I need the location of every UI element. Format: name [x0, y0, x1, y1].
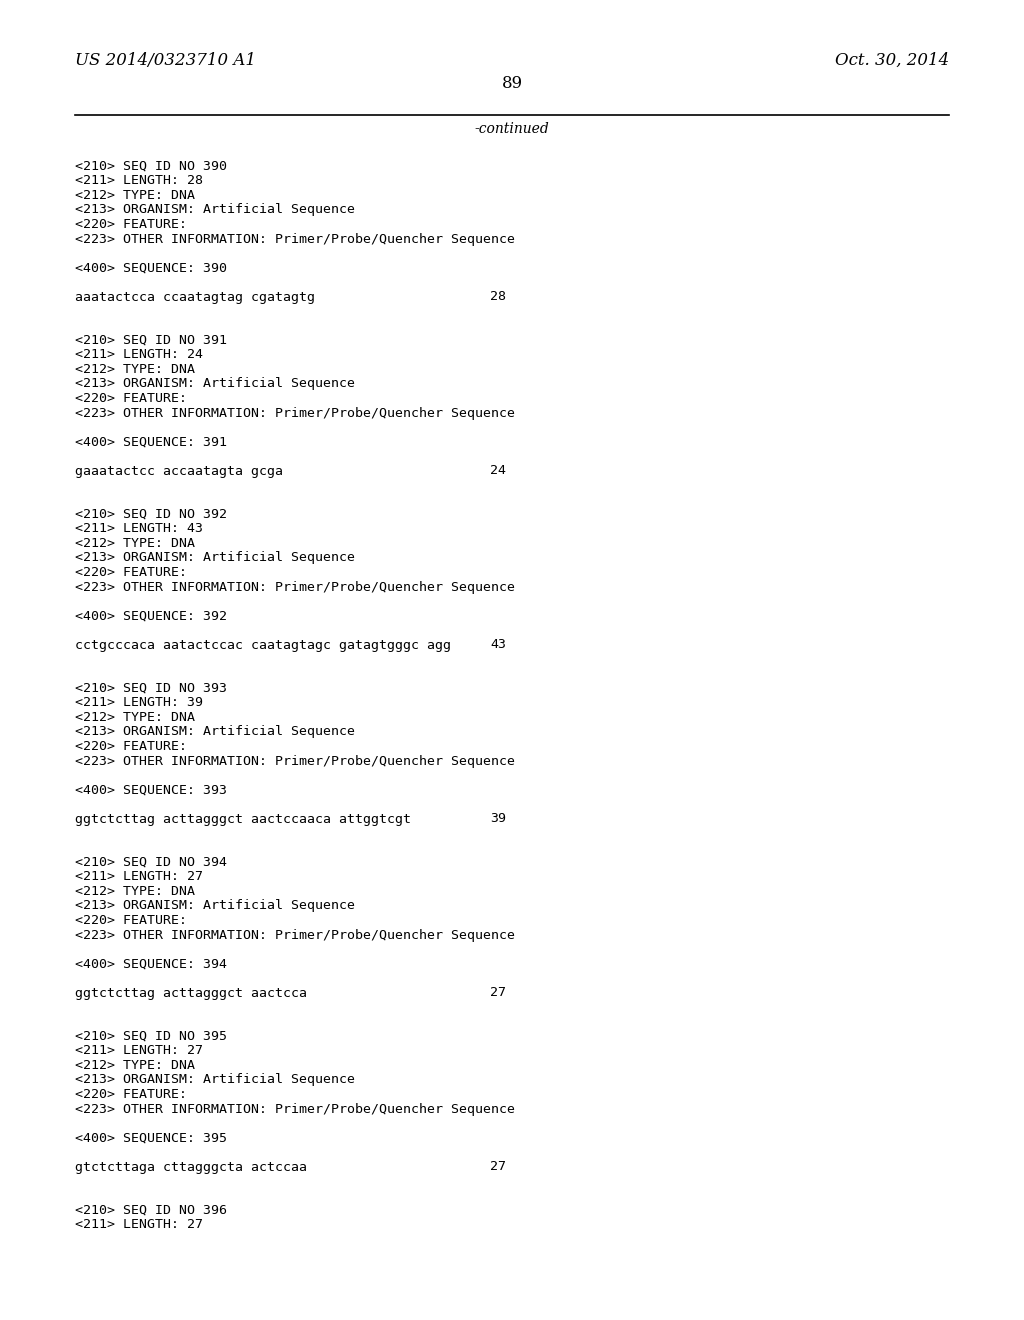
Text: <220> FEATURE:: <220> FEATURE:	[75, 392, 187, 405]
Text: <223> OTHER INFORMATION: Primer/Probe/Quencher Sequence: <223> OTHER INFORMATION: Primer/Probe/Qu…	[75, 232, 515, 246]
Text: <210> SEQ ID NO 394: <210> SEQ ID NO 394	[75, 855, 227, 869]
Text: <220> FEATURE:: <220> FEATURE:	[75, 1088, 187, 1101]
Text: ggtctcttag acttagggct aactccaaca attggtcgt: ggtctcttag acttagggct aactccaaca attggtc…	[75, 813, 411, 825]
Text: <400> SEQUENCE: 393: <400> SEQUENCE: 393	[75, 784, 227, 796]
Text: <400> SEQUENCE: 390: <400> SEQUENCE: 390	[75, 261, 227, 275]
Text: <213> ORGANISM: Artificial Sequence: <213> ORGANISM: Artificial Sequence	[75, 378, 355, 391]
Text: <210> SEQ ID NO 391: <210> SEQ ID NO 391	[75, 334, 227, 347]
Text: <223> OTHER INFORMATION: Primer/Probe/Quencher Sequence: <223> OTHER INFORMATION: Primer/Probe/Qu…	[75, 928, 515, 941]
Text: <212> TYPE: DNA: <212> TYPE: DNA	[75, 1059, 195, 1072]
Text: <211> LENGTH: 28: <211> LENGTH: 28	[75, 174, 203, 187]
Text: gaaatactcc accaatagta gcga: gaaatactcc accaatagta gcga	[75, 465, 283, 478]
Text: <210> SEQ ID NO 395: <210> SEQ ID NO 395	[75, 1030, 227, 1043]
Text: <220> FEATURE:: <220> FEATURE:	[75, 913, 187, 927]
Text: <400> SEQUENCE: 391: <400> SEQUENCE: 391	[75, 436, 227, 449]
Text: <210> SEQ ID NO 396: <210> SEQ ID NO 396	[75, 1204, 227, 1217]
Text: <220> FEATURE:: <220> FEATURE:	[75, 566, 187, 579]
Text: <211> LENGTH: 27: <211> LENGTH: 27	[75, 870, 203, 883]
Text: <223> OTHER INFORMATION: Primer/Probe/Quencher Sequence: <223> OTHER INFORMATION: Primer/Probe/Qu…	[75, 755, 515, 767]
Text: <211> LENGTH: 27: <211> LENGTH: 27	[75, 1044, 203, 1057]
Text: 39: 39	[490, 813, 506, 825]
Text: <211> LENGTH: 39: <211> LENGTH: 39	[75, 697, 203, 710]
Text: <212> TYPE: DNA: <212> TYPE: DNA	[75, 189, 195, 202]
Text: -continued: -continued	[475, 121, 549, 136]
Text: <210> SEQ ID NO 390: <210> SEQ ID NO 390	[75, 160, 227, 173]
Text: 89: 89	[502, 75, 522, 92]
Text: <212> TYPE: DNA: <212> TYPE: DNA	[75, 884, 195, 898]
Text: 24: 24	[490, 465, 506, 478]
Text: <210> SEQ ID NO 393: <210> SEQ ID NO 393	[75, 682, 227, 696]
Text: gtctcttaga cttagggcta actccaa: gtctcttaga cttagggcta actccaa	[75, 1160, 307, 1173]
Text: <212> TYPE: DNA: <212> TYPE: DNA	[75, 363, 195, 376]
Text: <211> LENGTH: 27: <211> LENGTH: 27	[75, 1218, 203, 1232]
Text: <212> TYPE: DNA: <212> TYPE: DNA	[75, 711, 195, 723]
Text: <223> OTHER INFORMATION: Primer/Probe/Quencher Sequence: <223> OTHER INFORMATION: Primer/Probe/Qu…	[75, 1102, 515, 1115]
Text: <213> ORGANISM: Artificial Sequence: <213> ORGANISM: Artificial Sequence	[75, 1073, 355, 1086]
Text: <400> SEQUENCE: 394: <400> SEQUENCE: 394	[75, 957, 227, 970]
Text: <223> OTHER INFORMATION: Primer/Probe/Quencher Sequence: <223> OTHER INFORMATION: Primer/Probe/Qu…	[75, 581, 515, 594]
Text: <211> LENGTH: 43: <211> LENGTH: 43	[75, 523, 203, 536]
Text: <223> OTHER INFORMATION: Primer/Probe/Quencher Sequence: <223> OTHER INFORMATION: Primer/Probe/Qu…	[75, 407, 515, 420]
Text: <213> ORGANISM: Artificial Sequence: <213> ORGANISM: Artificial Sequence	[75, 726, 355, 738]
Text: <220> FEATURE:: <220> FEATURE:	[75, 741, 187, 752]
Text: aaatactcca ccaatagtag cgatagtg: aaatactcca ccaatagtag cgatagtg	[75, 290, 315, 304]
Text: <212> TYPE: DNA: <212> TYPE: DNA	[75, 537, 195, 550]
Text: <400> SEQUENCE: 395: <400> SEQUENCE: 395	[75, 1131, 227, 1144]
Text: Oct. 30, 2014: Oct. 30, 2014	[835, 51, 949, 69]
Text: <213> ORGANISM: Artificial Sequence: <213> ORGANISM: Artificial Sequence	[75, 899, 355, 912]
Text: <213> ORGANISM: Artificial Sequence: <213> ORGANISM: Artificial Sequence	[75, 552, 355, 565]
Text: <213> ORGANISM: Artificial Sequence: <213> ORGANISM: Artificial Sequence	[75, 203, 355, 216]
Text: ggtctcttag acttagggct aactcca: ggtctcttag acttagggct aactcca	[75, 986, 307, 999]
Text: <211> LENGTH: 24: <211> LENGTH: 24	[75, 348, 203, 362]
Text: 27: 27	[490, 986, 506, 999]
Text: US 2014/0323710 A1: US 2014/0323710 A1	[75, 51, 256, 69]
Text: <210> SEQ ID NO 392: <210> SEQ ID NO 392	[75, 508, 227, 521]
Text: 28: 28	[490, 290, 506, 304]
Text: <220> FEATURE:: <220> FEATURE:	[75, 218, 187, 231]
Text: cctgcccaca aatactccac caatagtagc gatagtgggc agg: cctgcccaca aatactccac caatagtagc gatagtg…	[75, 639, 451, 652]
Text: 43: 43	[490, 639, 506, 652]
Text: <400> SEQUENCE: 392: <400> SEQUENCE: 392	[75, 610, 227, 623]
Text: 27: 27	[490, 1160, 506, 1173]
